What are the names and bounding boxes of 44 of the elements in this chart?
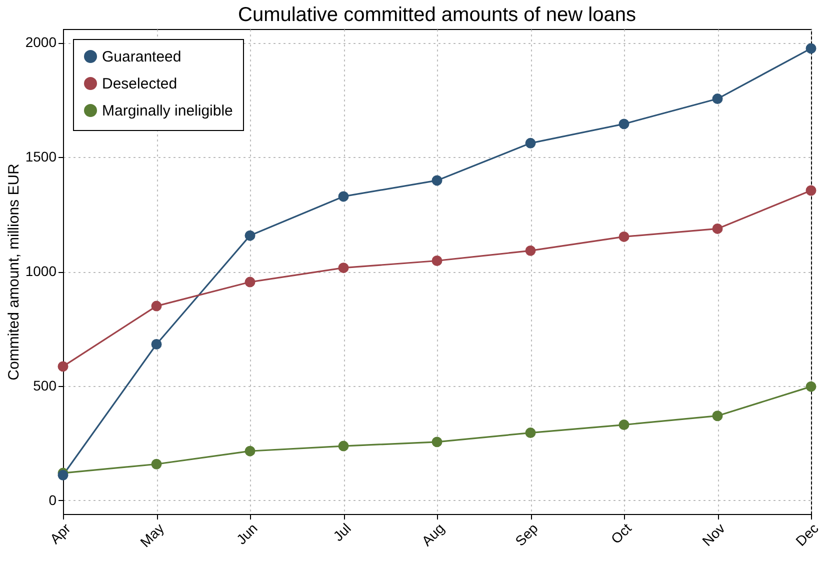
- point: [432, 436, 442, 448]
- point: [338, 191, 349, 202]
- point: [151, 300, 162, 312]
- y-tick-label: 1000: [25, 263, 57, 279]
- point: [618, 420, 630, 430]
- x-tick-label: Nov: [698, 520, 728, 550]
- legend-label: Deselected: [102, 76, 178, 92]
- point: [712, 94, 723, 104]
- x-tick-label: Aug: [418, 520, 448, 550]
- point: [806, 43, 816, 54]
- x-tick-label: May: [136, 520, 167, 550]
- point: [618, 118, 630, 130]
- x-tick-label: Apr: [46, 520, 74, 547]
- point: [712, 410, 723, 422]
- point: [806, 185, 816, 196]
- point: [525, 138, 536, 148]
- legend-label: Marginally ineligible: [102, 102, 233, 120]
- x-tick-label: Jul: [330, 520, 354, 544]
- point: [151, 458, 162, 470]
- point: [806, 381, 816, 392]
- point: [432, 175, 442, 186]
- x-tick-label: Jun: [233, 520, 260, 548]
- point: [244, 446, 256, 456]
- y-tick-label: 500: [33, 377, 57, 394]
- point: [618, 231, 630, 242]
- x-tick-label: Sep: [512, 520, 542, 550]
- point: [338, 440, 349, 452]
- y-tick-label: 2000: [25, 34, 57, 50]
- point: [151, 339, 162, 350]
- point: [712, 223, 723, 234]
- legend-label: Guaranteed: [102, 48, 182, 66]
- point: [338, 262, 349, 274]
- point: [244, 276, 256, 288]
- y-axis-title: Commited amount, millions EUR: [5, 163, 22, 380]
- chart-title: Cumulative committed amounts of new loans: [238, 4, 636, 26]
- point: [525, 245, 536, 256]
- point: [525, 428, 536, 438]
- x-tick-label: Oct: [608, 520, 634, 547]
- point: [58, 361, 68, 372]
- y-tick-label: 1500: [25, 148, 57, 165]
- x-tick-label: Dec: [792, 520, 822, 550]
- point: [432, 256, 442, 266]
- y-tick-label: 0: [48, 492, 57, 508]
- point: [244, 230, 256, 241]
